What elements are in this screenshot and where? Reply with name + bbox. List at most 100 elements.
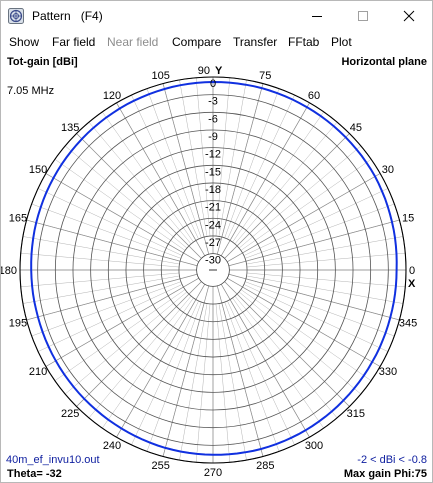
- ring-label: -27: [205, 237, 221, 249]
- grid-spoke-fine: [238, 145, 362, 249]
- angle-label: 135: [61, 122, 79, 134]
- grid-spoke-fine: [64, 291, 188, 395]
- ring-label: 0: [210, 78, 216, 90]
- grid-spoke-fine: [218, 79, 247, 237]
- grid-spoke-fine: [240, 159, 372, 251]
- grid-spoke-fine: [102, 111, 194, 243]
- y-axis-label: Y: [215, 65, 223, 77]
- grid-spoke-fine: [54, 289, 186, 381]
- angle-label: 120: [103, 90, 121, 102]
- close-icon: [403, 10, 415, 22]
- grid-ring: [107, 164, 319, 376]
- angle-label: 30: [382, 164, 394, 176]
- menu-compare[interactable]: Compare: [172, 35, 222, 49]
- grid-spoke-fine: [232, 111, 324, 243]
- grid-spoke-fine: [246, 275, 404, 304]
- output-file-label: 40m_ef_invu10.out: [6, 454, 100, 466]
- polar-plot-area: 0 -3 -6 -9 -12 -15 -18 -21 -24 -27 -30 0 15 30 45 60 75 9…: [1, 52, 432, 482]
- grid-ring: [143, 200, 283, 340]
- grid-ring: [178, 235, 248, 305]
- menu-near-field[interactable]: Near field: [107, 35, 159, 49]
- angle-label: 210: [29, 366, 47, 378]
- menu-show[interactable]: Show: [9, 35, 40, 49]
- frequency-label: 7.05 MHz: [7, 85, 55, 97]
- grid-spoke-fine: [22, 275, 180, 304]
- polar-pattern-chart: 0 -3 -6 -9 -12 -15 -18 -21 -24 -27 -30 0 15 30 45 60 75 9…: [1, 65, 417, 479]
- angle-label: 180: [1, 265, 17, 277]
- grid-spoke-fine: [37, 188, 183, 256]
- grid-spoke-fine: [131, 300, 199, 446]
- grid-ring: [37, 94, 389, 446]
- grid-spoke-fine: [31, 203, 182, 259]
- ring-label: -9: [208, 131, 218, 143]
- grid-spoke-fine: [131, 94, 199, 240]
- grid-spoke-fine: [246, 272, 406, 288]
- grid-spoke-fine: [246, 252, 406, 268]
- grid-ring: [125, 182, 301, 358]
- ring-label: -18: [205, 184, 221, 196]
- menu-fftab[interactable]: FFtab: [288, 35, 320, 49]
- menu-bar: Show Far field Near field Compare Transf…: [1, 32, 432, 52]
- grid-spoke-fine: [240, 289, 372, 381]
- menu-transfer[interactable]: Transfer: [233, 35, 278, 49]
- angle-label: 240: [103, 440, 121, 452]
- angle-label: 45: [350, 122, 362, 134]
- grid-ring: [54, 111, 372, 429]
- x-axis-label: X: [408, 278, 416, 290]
- grid-spoke-fine: [179, 303, 208, 461]
- grid-spoke-fine: [224, 88, 280, 239]
- maximize-icon: [358, 11, 368, 21]
- angle-label: 165: [9, 213, 27, 225]
- title-bar[interactable]: Pattern (F4): [1, 1, 432, 31]
- menu-far-field[interactable]: Far field: [52, 35, 96, 49]
- angle-label: 330: [379, 366, 397, 378]
- theta-label: Theta= -32: [7, 468, 62, 480]
- grid-spoke-fine: [238, 291, 362, 395]
- grid-spoke-fine: [195, 77, 211, 237]
- grid-spoke-fine: [20, 252, 180, 268]
- angle-label: 60: [308, 90, 320, 102]
- ring-label: -21: [205, 202, 221, 214]
- grid-ring: [72, 129, 354, 411]
- grid-spoke-fine: [246, 236, 404, 265]
- angle-label: 75: [259, 70, 271, 82]
- gain-unit-label: Tot-gain [dBi]: [7, 56, 78, 68]
- angle-label: 105: [152, 70, 170, 82]
- grid-spoke-fine: [22, 236, 180, 265]
- max-gain-label: Max gain Phi:75: [343, 468, 427, 480]
- angle-label: 255: [152, 460, 170, 472]
- close-button[interactable]: [386, 1, 432, 31]
- angle-label: 285: [256, 460, 274, 472]
- grid-spoke-fine: [244, 281, 395, 337]
- angle-label: 150: [29, 164, 47, 176]
- ring-label: -6: [208, 113, 218, 125]
- grid-spoke-fine: [215, 303, 231, 463]
- grid-spoke-fine: [20, 272, 180, 288]
- ring-label: -24: [205, 219, 221, 231]
- grid-ring: [160, 217, 266, 323]
- angle-label: 270: [204, 467, 222, 479]
- minimize-icon: [312, 16, 322, 17]
- grid-spoke-fine: [179, 79, 208, 237]
- ring-label: -12: [205, 149, 221, 161]
- angle-label: 300: [305, 440, 323, 452]
- ring-label: -15: [205, 166, 221, 178]
- grid-spoke-fine: [88, 295, 192, 419]
- angle-label: 225: [61, 408, 79, 420]
- menu-plot[interactable]: Plot: [331, 35, 352, 49]
- angle-label: 15: [402, 213, 414, 225]
- minimize-button[interactable]: [294, 1, 340, 31]
- grid-spoke-fine: [232, 297, 324, 429]
- angle-label: 0: [409, 265, 415, 277]
- maximize-button[interactable]: [340, 1, 386, 31]
- grid-spoke-fine: [234, 295, 338, 419]
- grid-spoke-fine: [102, 297, 194, 429]
- angle-label: 315: [347, 408, 365, 420]
- grid-spoke-fine: [227, 94, 295, 240]
- grid-spoke-fine: [54, 159, 186, 251]
- angle-label: 345: [399, 317, 417, 329]
- outer-ring: [19, 76, 407, 464]
- grid-spoke-fine: [243, 284, 389, 352]
- plane-label: Horizontal plane: [341, 56, 427, 68]
